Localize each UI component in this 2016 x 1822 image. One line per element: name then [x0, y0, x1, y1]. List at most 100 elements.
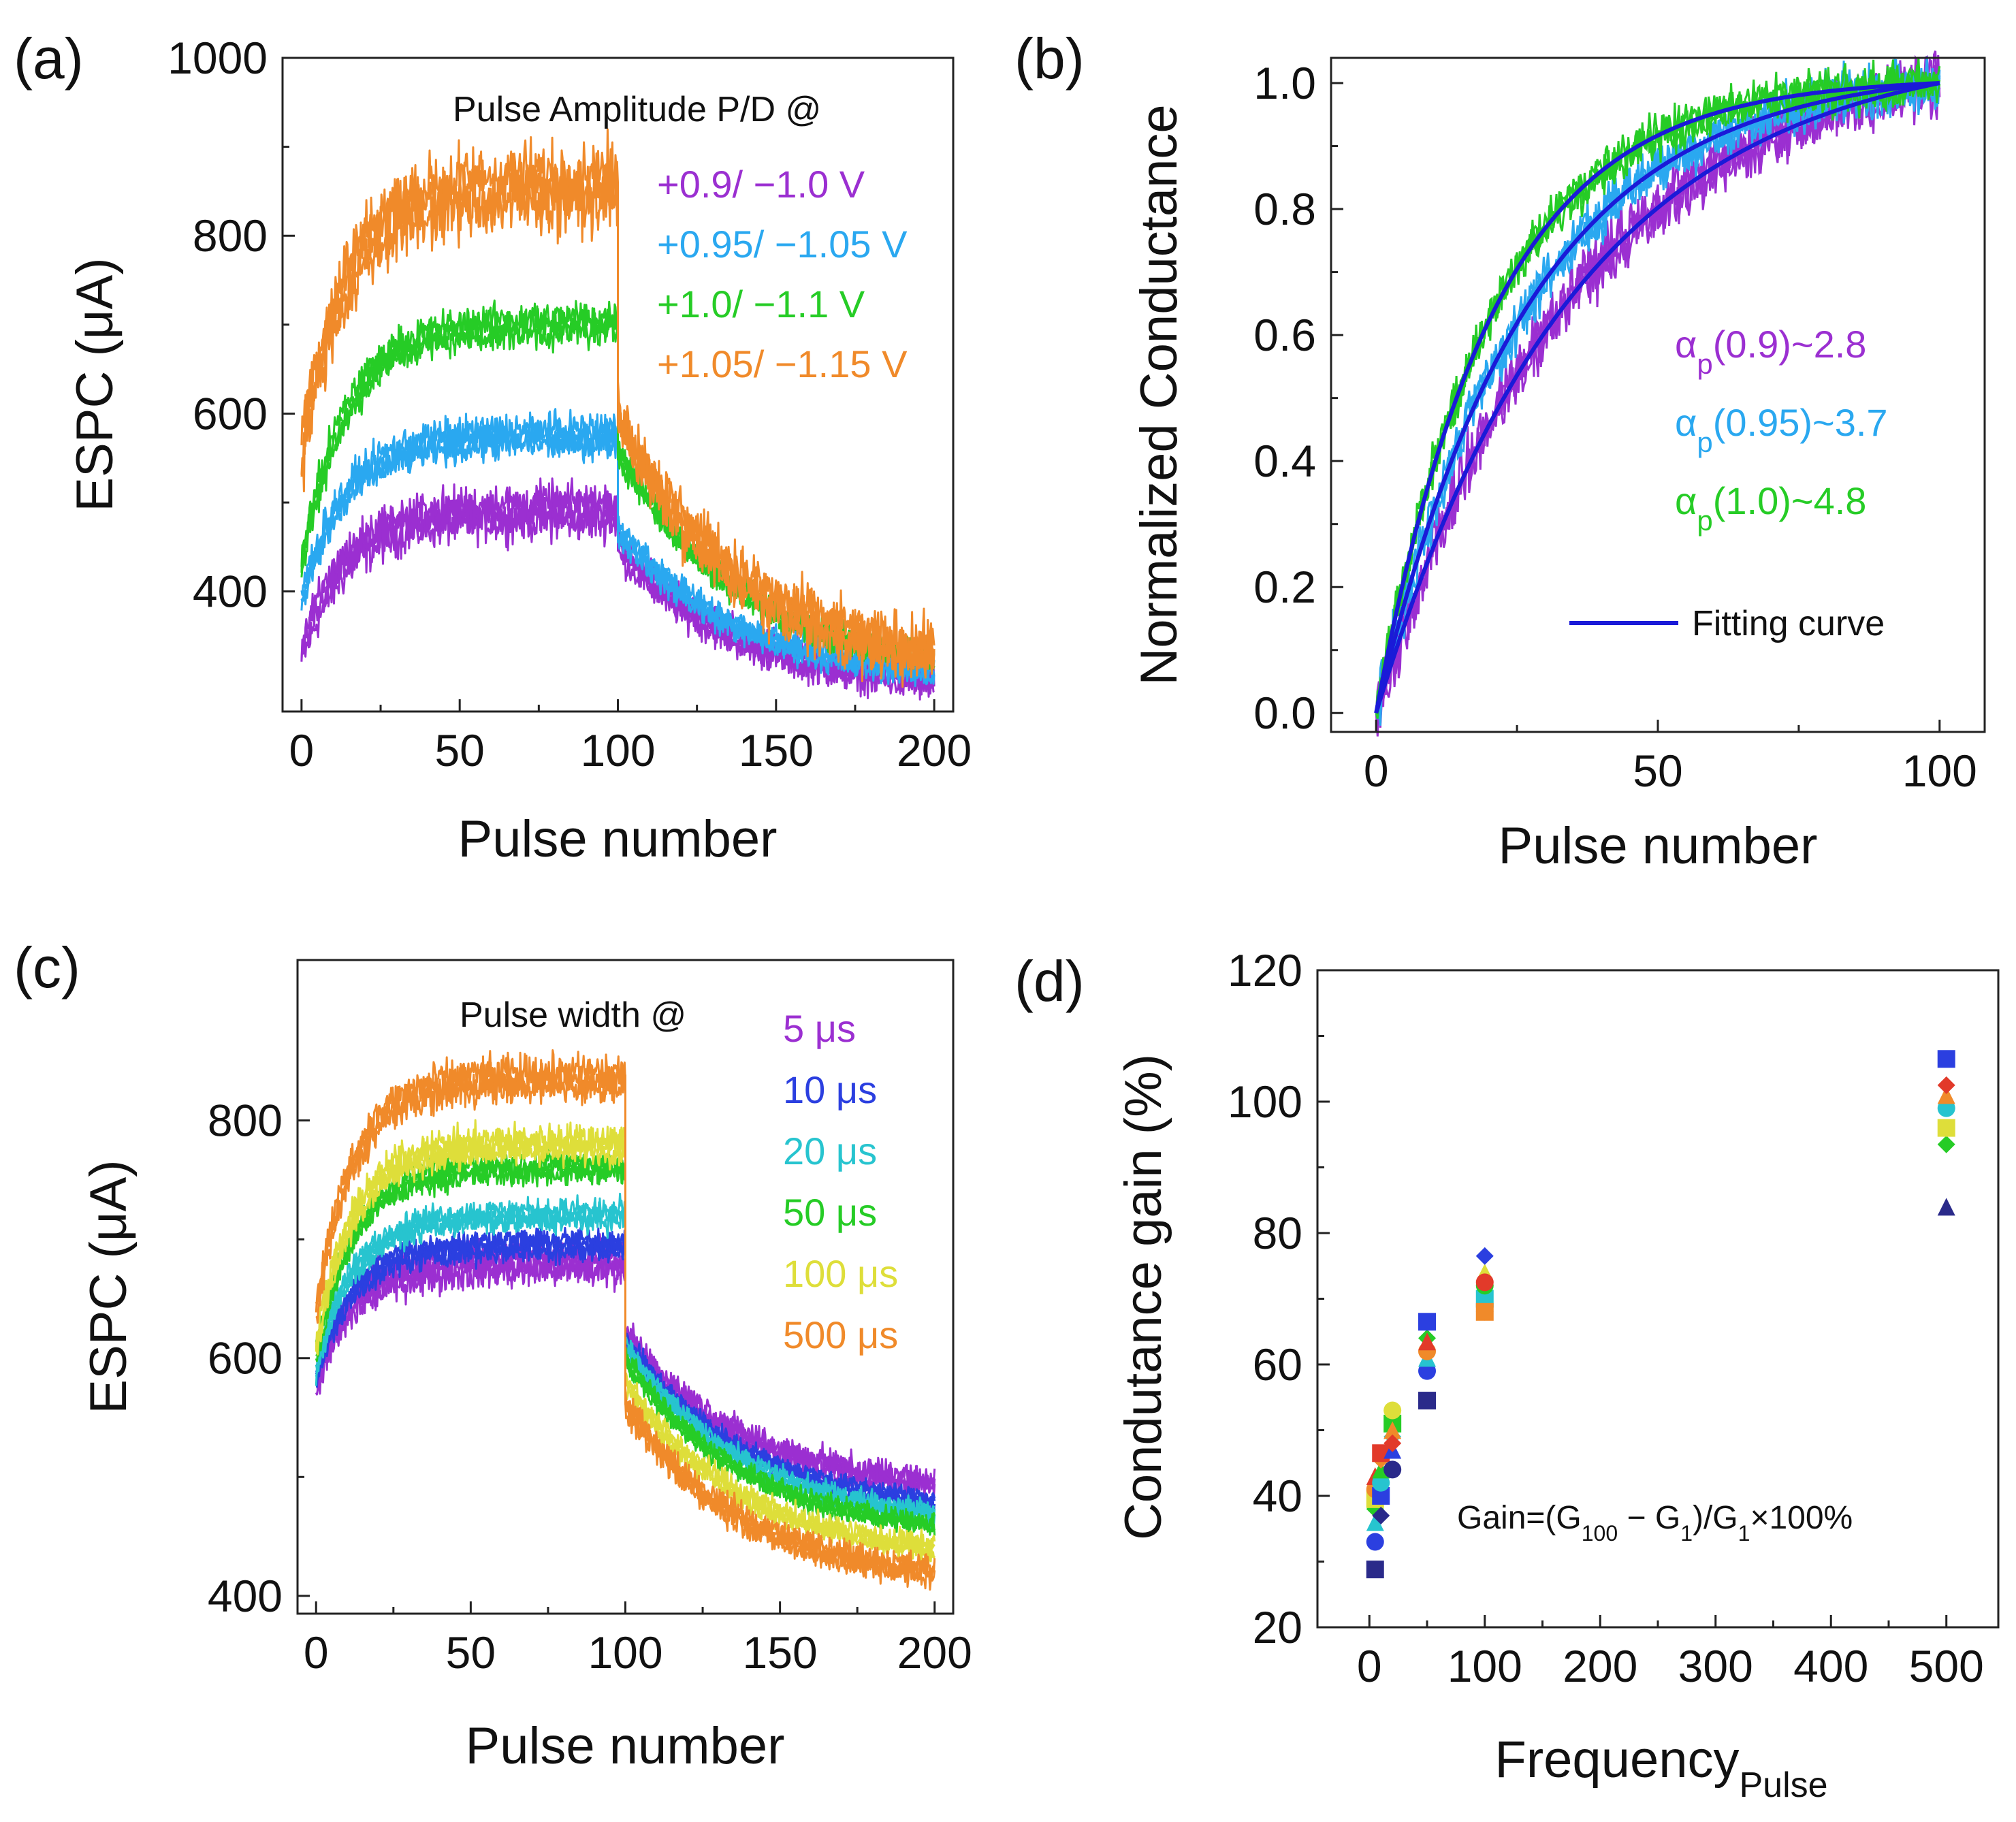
- alpha-symbol: α: [1675, 401, 1697, 444]
- y-tick-label: 80: [1253, 1208, 1302, 1258]
- panel-b: (b) 0 50 100 0.0 0.2 0.4 0.6 0.8 1.0 Pulse numbe…: [1014, 27, 1986, 875]
- panel-c-ylabel: ESPC (μA): [80, 1160, 138, 1413]
- panel-c-xlabel: Pulse number: [466, 1717, 785, 1775]
- scatter-point: [1372, 1506, 1390, 1524]
- y-tick-label: 1.0: [1253, 58, 1316, 108]
- scatter-point: [1418, 1332, 1437, 1351]
- y-tick-label: 40: [1253, 1471, 1302, 1521]
- alpha-value: (1.0)~4.8: [1713, 479, 1867, 522]
- panel-a-ylabel: ESPC (μA): [66, 257, 124, 511]
- x-tick-label: 0: [1357, 1641, 1382, 1691]
- gain-formula-sub: 1: [1680, 1521, 1693, 1546]
- alpha-annotation-0.95: αp(0.95)~3.7: [1675, 401, 1888, 458]
- x-tick-label: 100: [1902, 746, 1977, 796]
- panel-d-xlabel-main: Frequency: [1494, 1731, 1739, 1789]
- panel-d-points: [1366, 1050, 1955, 1579]
- scatter-point: [1937, 1119, 1955, 1137]
- gain-formula-part: )/G: [1693, 1500, 1738, 1536]
- x-tick-label: 300: [1678, 1641, 1753, 1691]
- panel-label-d: (d): [1014, 949, 1085, 1013]
- scatter-point: [1366, 1533, 1384, 1551]
- panel-a-legend-title: Pulse Amplitude P/D @: [453, 90, 821, 129]
- y-tick-label: 600: [208, 1333, 283, 1384]
- panel-c-series: [315, 1049, 936, 1591]
- scatter-point: [1475, 1247, 1494, 1265]
- alpha-annotation-1.0: αp(1.0)~4.8: [1675, 479, 1866, 537]
- x-tick-label: 200: [897, 725, 972, 776]
- x-tick-label: 100: [588, 1627, 662, 1678]
- alpha-subscript: p: [1697, 505, 1712, 537]
- x-tick-label: 150: [743, 1627, 818, 1678]
- x-tick-label: 100: [1447, 1641, 1522, 1691]
- fitting-curve: [1374, 81, 1940, 714]
- panel-a-legend-entry: +1.05/ −1.15 V: [657, 342, 908, 385]
- series-line: [300, 128, 935, 663]
- scatter-point: [1418, 1313, 1437, 1331]
- y-tick-label: 600: [193, 388, 268, 438]
- x-tick-label: 0: [304, 1627, 329, 1678]
- scatter-point: [1383, 1460, 1402, 1479]
- scatter-point: [1937, 1076, 1955, 1094]
- alpha-subscript: p: [1697, 348, 1712, 380]
- scatter-point: [1475, 1273, 1494, 1292]
- panel-label-b: (b): [1014, 27, 1085, 91]
- x-tick-label: 200: [1563, 1641, 1637, 1691]
- series-line: [315, 1049, 936, 1578]
- y-tick-label: 0.2: [1253, 562, 1316, 612]
- scatter-point: [1418, 1392, 1437, 1410]
- gain-formula: Gain=(G100 − G1)/G1×100%: [1457, 1500, 1853, 1546]
- y-tick-label: 400: [193, 566, 268, 617]
- gain-formula-sub: 100: [1582, 1521, 1618, 1546]
- y-tick-label: 20: [1253, 1602, 1302, 1652]
- y-tick-label: 100: [1228, 1076, 1302, 1127]
- fitting-curve-legend-label: Fitting curve: [1692, 604, 1885, 643]
- panel-d: (d) 0 100 200 300 400 500 20 40 60 80 100 120 Frequ…: [1014, 945, 2000, 1805]
- y-tick-label: 0.8: [1253, 184, 1316, 234]
- panel-d-xlabel: FrequencyPulse: [1494, 1731, 1827, 1805]
- x-tick-label: 200: [897, 1627, 972, 1678]
- x-tick-label: 400: [1793, 1641, 1868, 1691]
- panel-b-xlabel: Pulse number: [1499, 817, 1818, 875]
- y-tick-label: 400: [208, 1571, 283, 1621]
- x-tick-label: 50: [446, 1627, 496, 1678]
- panel-a-legend-entry: +0.9/ −1.0 V: [657, 163, 865, 206]
- scatter-point: [1383, 1434, 1402, 1452]
- panel-c-legend-entry: 5 μs: [783, 1007, 856, 1050]
- panel-label-c: (c): [14, 936, 80, 1000]
- x-tick-label: 100: [580, 725, 655, 776]
- panel-c-legend-entry: 50 μs: [783, 1191, 877, 1234]
- scatter-point: [1366, 1513, 1384, 1531]
- x-tick-label: 500: [1909, 1641, 1984, 1691]
- panel-c-legend-entry: 500 μs: [783, 1313, 898, 1356]
- gain-formula-part: ×100%: [1750, 1500, 1853, 1536]
- panel-a-legend-entry: +1.0/ −1.1 V: [657, 283, 865, 325]
- alpha-value: (0.95)~3.7: [1713, 401, 1888, 444]
- x-tick-label: 50: [1633, 746, 1682, 796]
- panel-c-legend-entry: 100 μs: [783, 1252, 898, 1295]
- scatter-point: [1937, 1050, 1955, 1068]
- panel-a-legend-entry: +0.95/ −1.05 V: [657, 223, 908, 266]
- panel-a-xlabel: Pulse number: [458, 810, 778, 868]
- panel-b-annotations: αp(0.9)~2.8 αp(0.95)~3.7 αp(1.0)~4.8: [1675, 323, 1888, 537]
- panel-a-legend: +0.9/ −1.0 V +0.95/ −1.05 V +1.0/ −1.1 V…: [657, 163, 908, 385]
- panel-b-ticks: 0 50 100 0.0 0.2 0.4 0.6 0.8 1.0: [1253, 58, 1977, 796]
- panel-c: (c) 0 50 100 150 200 400 600 800 Pulse number E…: [14, 936, 972, 1775]
- panel-c-legend-entry: 10 μs: [783, 1068, 877, 1111]
- fitting-curve: [1374, 81, 1940, 714]
- scatter-point: [1937, 1135, 1955, 1153]
- y-tick-label: 120: [1228, 945, 1302, 995]
- y-tick-label: 800: [193, 210, 268, 261]
- scatter-point: [1937, 1086, 1955, 1104]
- alpha-annotation-0.9: αp(0.9)~2.8: [1675, 323, 1866, 380]
- fitting-curve: [1374, 81, 1940, 714]
- y-tick-label: 0.4: [1253, 436, 1316, 486]
- y-tick-label: 0.0: [1253, 688, 1316, 738]
- scatter-point: [1366, 1561, 1384, 1579]
- alpha-symbol: α: [1675, 323, 1697, 366]
- scatter-point: [1383, 1421, 1402, 1439]
- scatter-point: [1475, 1302, 1494, 1321]
- panel-d-xlabel-sub: Pulse: [1740, 1765, 1828, 1805]
- scatter-point: [1937, 1198, 1955, 1216]
- y-tick-label: 800: [208, 1096, 283, 1146]
